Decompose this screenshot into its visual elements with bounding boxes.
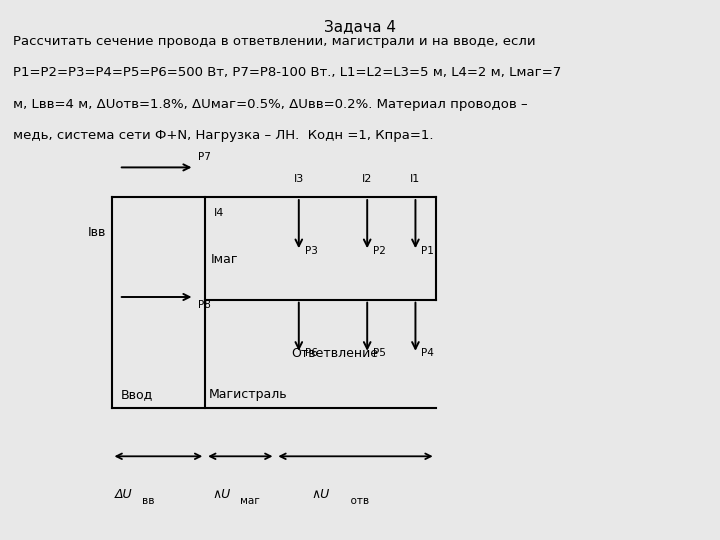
Text: Ввод: Ввод xyxy=(121,388,153,401)
Text: Р1=Р2=Р3=Р4=Р5=Р6=500 Вт, Р7=Р8-100 Вт., L1=L2=L3=5 м, L4=2 м, Lмаг=7: Р1=Р2=Р3=Р4=Р5=Р6=500 Вт, Р7=Р8-100 Вт.,… xyxy=(13,66,561,79)
Text: Iвв: Iвв xyxy=(87,226,106,239)
Text: P4: P4 xyxy=(421,348,434,359)
Text: P7: P7 xyxy=(198,152,211,162)
Text: м, Lвв=4 м, ΔUотв=1.8%, ΔUмаг=0.5%, ΔUвв=0.2%. Материал проводов –: м, Lвв=4 м, ΔUотв=1.8%, ΔUмаг=0.5%, ΔUвв… xyxy=(13,98,528,111)
Text: P1: P1 xyxy=(421,246,434,256)
Text: I2: I2 xyxy=(362,173,372,184)
Text: P8: P8 xyxy=(198,300,211,310)
Text: I3: I3 xyxy=(294,173,304,184)
Text: медь, система сети Ф+N, Нагрузка – ЛН.  Кодн =1, Кпра=1.: медь, система сети Ф+N, Нагрузка – ЛН. К… xyxy=(13,129,433,142)
Text: P6: P6 xyxy=(305,348,318,359)
Text: P3: P3 xyxy=(305,246,318,256)
Text: ∧U: ∧U xyxy=(311,488,330,501)
Text: I1: I1 xyxy=(410,173,420,184)
Text: P2: P2 xyxy=(373,246,386,256)
Text: вв: вв xyxy=(142,496,154,506)
Text: P5: P5 xyxy=(373,348,386,359)
Text: отв: отв xyxy=(344,496,369,506)
Text: Магистраль: Магистраль xyxy=(209,388,287,401)
Text: маг: маг xyxy=(240,496,259,506)
Text: ∧U: ∧U xyxy=(212,488,230,501)
Text: ΔU: ΔU xyxy=(115,488,132,501)
Text: Iмаг: Iмаг xyxy=(211,253,238,266)
Text: Задача 4: Задача 4 xyxy=(324,19,396,34)
Text: I4: I4 xyxy=(214,208,224,218)
Text: Ответвление: Ответвление xyxy=(292,347,378,360)
Text: Рассчитать сечение провода в ответвлении, магистрали и на вводе, если: Рассчитать сечение провода в ответвлении… xyxy=(13,35,536,48)
